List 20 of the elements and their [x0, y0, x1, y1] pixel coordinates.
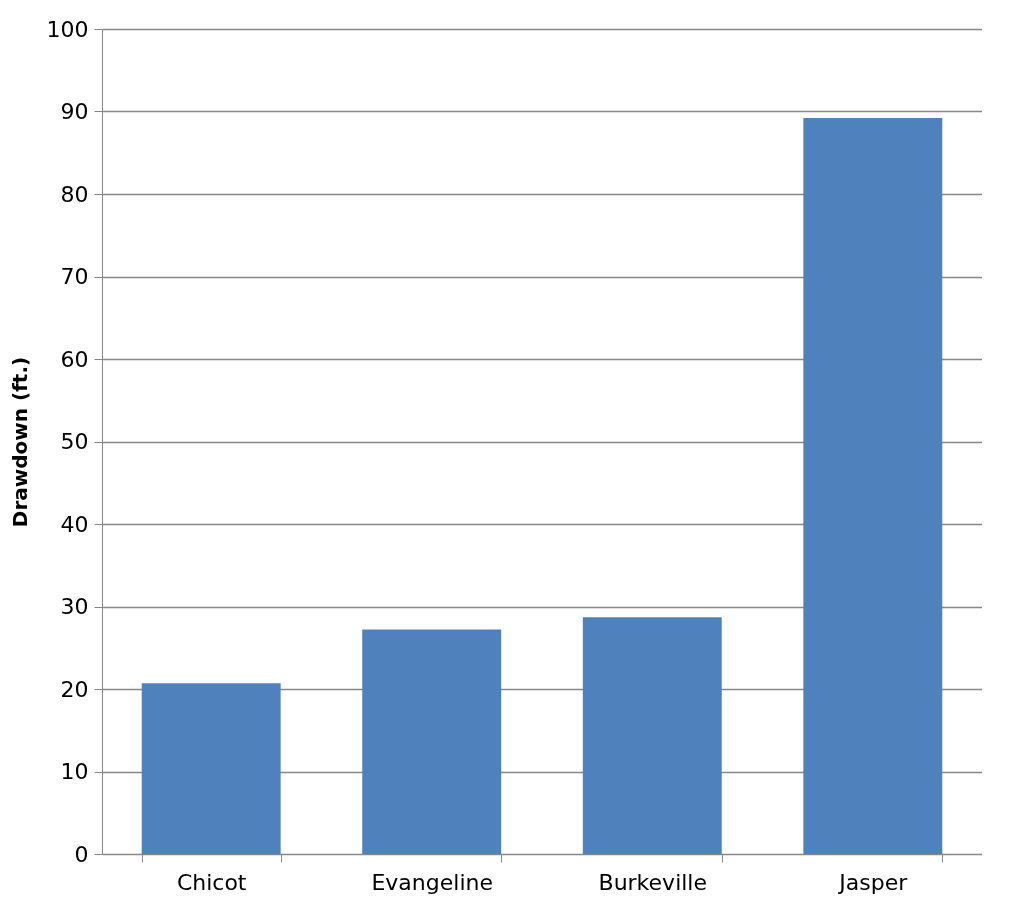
y-tick-label: 100 [46, 16, 89, 42]
y-tick-label: 90 [60, 99, 89, 124]
y-tick-label: 40 [60, 511, 89, 537]
y-tick-label: 50 [60, 429, 89, 454]
x-tick-label: Jasper [837, 869, 909, 895]
x-tick-label: Chicot [176, 869, 247, 895]
y-axis-title: Drawdown (ft.) [7, 356, 32, 528]
bar [582, 617, 722, 854]
y-tick-label: 0 [74, 841, 89, 867]
x-tick-label: Evangeline [371, 869, 494, 895]
y-tick-label: 20 [60, 676, 89, 702]
y-tick-label: 30 [60, 594, 89, 619]
y-tick-label: 70 [60, 264, 89, 289]
bar [803, 118, 943, 854]
y-tick-label: 60 [60, 346, 89, 372]
y-tick-label: 80 [60, 181, 89, 207]
y-tick-label: 10 [60, 759, 89, 784]
bar [362, 629, 502, 854]
bar [141, 683, 281, 854]
x-tick-label: Burkeville [598, 869, 708, 895]
